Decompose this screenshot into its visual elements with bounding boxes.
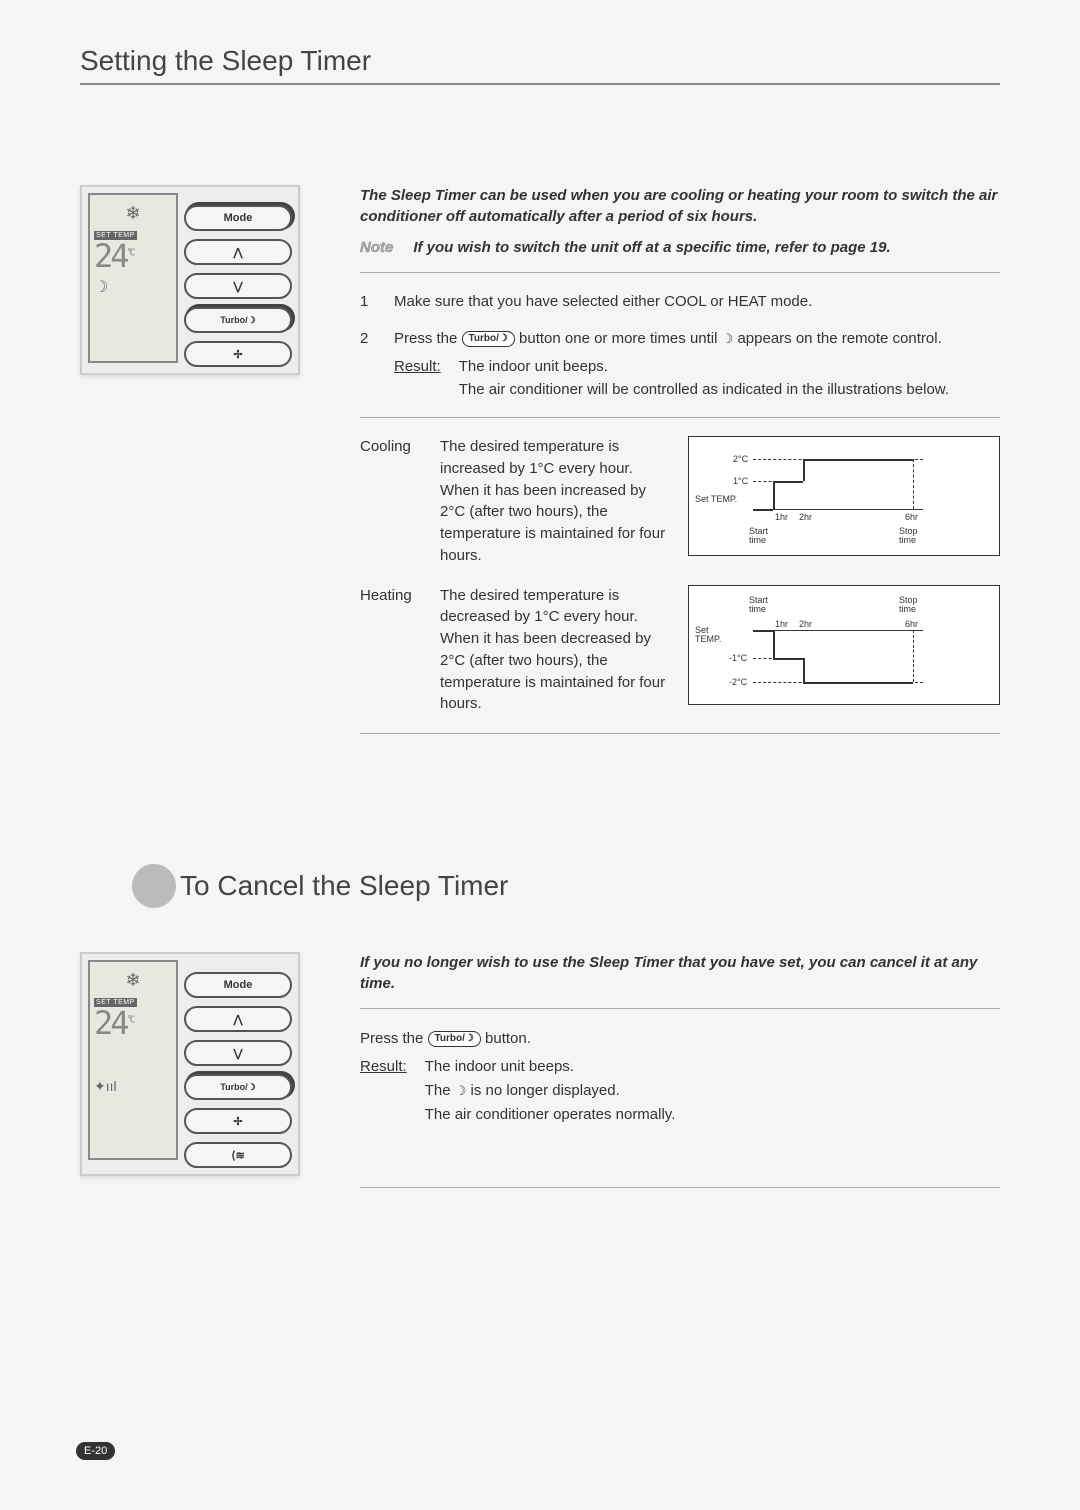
section-title-setting: Setting the Sleep Timer [80,45,1000,85]
mode-button: Mode [184,205,292,231]
temp-value-2: 24 [94,1004,127,1042]
chart-tick-1hr-h: 1hr [775,620,788,629]
temp-unit-2: °C [127,1014,133,1025]
result-line-1: The indoor unit beeps. [459,356,949,379]
chart-set-label: Set TEMP. [695,495,737,504]
divider-2 [360,733,1000,734]
section-title-cancel: To Cancel the Sleep Timer [180,870,1000,902]
remote-lcd-2: ❄ SET TEMP 24°C ✦ııl [88,960,178,1160]
step-2-text: Press the Turbo/☽ button one or more tim… [394,328,1000,402]
chart-stop-label: Stop time [899,527,918,545]
cooling-text: The desired temperature is increased by … [440,436,670,567]
chart-tick-2hr: 2hr [799,513,812,522]
chart-y-2c: 2°C [733,455,748,464]
step-1-text: Make sure that you have selected either … [394,291,1000,314]
snowflake-icon: ❄ [94,203,172,224]
moon-icon-inline-2: ☽ [455,1081,467,1102]
turbo-btn-inline: Turbo/☽ [462,331,515,347]
intro-text: The Sleep Timer can be used when you are… [360,185,1000,273]
note-label: Note [360,237,393,258]
cancel-step-text: Press the Turbo/☽ button. [360,1027,1000,1051]
divider-3 [360,1187,1000,1188]
heating-chart: Set TEMP. -1°C -2°C 1hr 2hr 6hr [688,585,1000,705]
heating-text: The desired temperature is decreased by … [440,585,670,716]
remote-lcd: ❄ SET TEMP 24°C ☽ [88,193,178,363]
extra-button: ⟨≋ [184,1142,292,1168]
chart-tick-2hr-h: 2hr [799,620,812,629]
cooling-label: Cooling [360,436,422,567]
temp-up-button-2: ⋀ [184,1006,292,1032]
note-text: If you wish to switch the unit off at a … [413,237,890,258]
temp-down-button-2: ⋁ [184,1040,292,1066]
remote-illustration-2: ❄ SET TEMP 24°C ✦ııl Mode ⋀ ⋁ Turbo/☽ ✢ … [80,952,300,1176]
chart-y-m2c: -2°C [729,678,747,687]
chart-y-m1c: -1°C [729,654,747,663]
result-label-2: Result: [360,1055,407,1127]
divider [360,417,1000,418]
cancel-result-3: The air conditioner operates normally. [425,1103,676,1127]
result-label: Result: [394,356,441,401]
result-line-2: The air conditioner will be controlled a… [459,379,949,402]
turbo-button-2: Turbo/☽ [184,1074,292,1100]
mode-button-2: Mode [184,972,292,998]
swing-button: ✢ [184,341,292,367]
temp-up-button: ⋀ [184,239,292,265]
chart-start-label: Start time [749,527,768,545]
page-number: E-20 [76,1442,115,1460]
turbo-btn-inline-2: Turbo/☽ [428,1031,481,1047]
temp-value: 24 [94,237,127,275]
swing-button-2: ✢ [184,1108,292,1134]
cancel-intro: If you no longer wish to use the Sleep T… [360,952,1000,1009]
chart-set-label-h: Set TEMP. [695,626,721,644]
fan-icon: ✦ııl [94,1078,172,1095]
chart-y-1c: 1°C [733,477,748,486]
chart-start-label-h: Start time [749,596,768,614]
moon-icon: ☽ [94,277,172,297]
cooling-chart: Set TEMP. 2°C 1°C 1hr 2hr [688,436,1000,556]
snowflake-icon-2: ❄ [94,970,172,991]
chart-stop-label-h: Stop time [899,596,918,614]
temp-unit: °C [127,247,133,258]
chart-tick-6hr: 6hr [905,513,918,522]
chart-tick-1hr: 1hr [775,513,788,522]
chart-tick-6hr-h: 6hr [905,620,918,629]
step-2-num: 2 [360,328,376,402]
step-1-num: 1 [360,291,376,314]
remote-illustration-1: ❄ SET TEMP 24°C ☽ Mode ⋀ ⋁ Turbo/☽ ✢ [80,185,300,375]
moon-icon-inline: ☽ [722,329,734,349]
cancel-result-1: The indoor unit beeps. [425,1055,676,1079]
heating-label: Heating [360,585,422,716]
temp-down-button: ⋁ [184,273,292,299]
cancel-result-2: The ☽ is no longer displayed. [425,1079,676,1103]
turbo-button: Turbo/☽ [184,307,292,333]
